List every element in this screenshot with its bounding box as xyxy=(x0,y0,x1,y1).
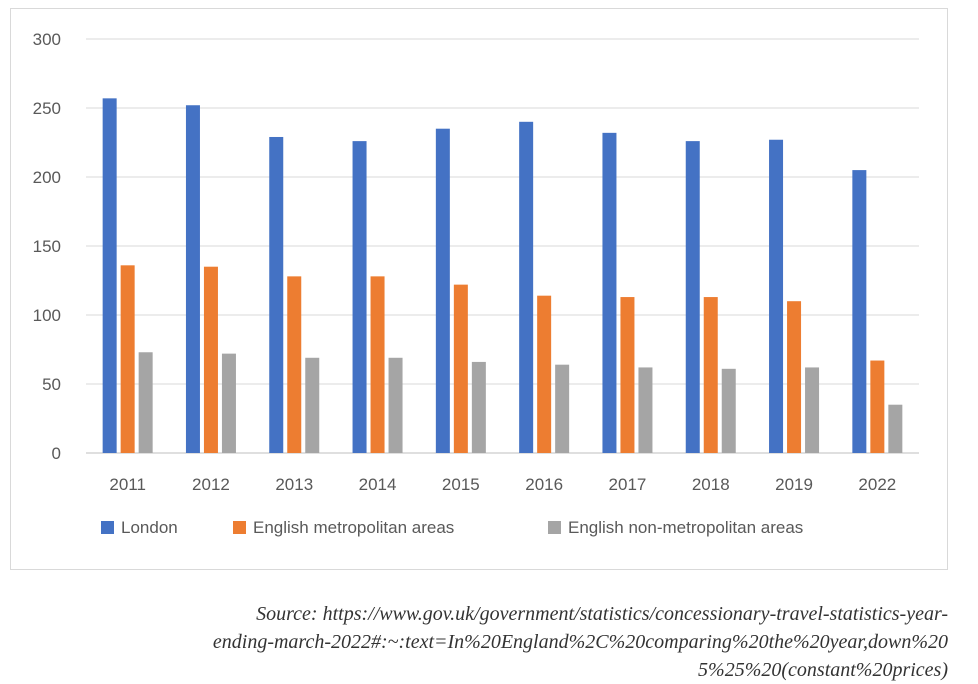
y-tick-label: 0 xyxy=(52,444,61,463)
y-tick-label: 200 xyxy=(33,168,61,187)
y-tick-label: 50 xyxy=(42,375,61,394)
x-tick-label: 2015 xyxy=(442,475,480,494)
source-caption: Source: https://www.gov.uk/government/st… xyxy=(48,600,948,684)
y-axis-ticks: 0 50 100 150 200 250 300 xyxy=(33,30,61,463)
bar-2019-english-non-metropolitan-areas xyxy=(805,367,820,453)
bar-2018-london xyxy=(685,141,700,453)
legend-swatch xyxy=(233,521,246,534)
source-line-1: Source: https://www.gov.uk/government/st… xyxy=(256,603,948,625)
legend-label: English metropolitan areas xyxy=(253,518,454,537)
bar-2015-english-metropolitan-areas xyxy=(453,284,468,453)
bar-2012-london xyxy=(185,105,200,454)
bar-2018-english-non-metropolitan-areas xyxy=(721,368,736,453)
bars xyxy=(102,98,903,454)
bar-2014-english-metropolitan-areas xyxy=(370,276,385,453)
x-tick-label: 2016 xyxy=(525,475,563,494)
bar-2013-english-metropolitan-areas xyxy=(287,276,302,453)
bar-2014-english-non-metropolitan-areas xyxy=(388,357,403,453)
bar-2017-english-metropolitan-areas xyxy=(620,297,635,453)
bar-2022-london xyxy=(852,170,867,453)
x-axis-ticks: 2011 2012 2013 2014 2015 2016 2017 2018 2019 2022 xyxy=(109,475,896,494)
bar-2015-english-non-metropolitan-areas xyxy=(471,361,486,453)
bar-2019-english-metropolitan-areas xyxy=(787,301,802,453)
bar-2016-english-non-metropolitan-areas xyxy=(555,364,570,453)
bar-2014-london xyxy=(352,141,367,453)
bar-2017-london xyxy=(602,132,617,453)
y-tick-label: 250 xyxy=(33,99,61,118)
bar-2015-london xyxy=(435,128,450,453)
legend-swatch xyxy=(548,521,561,534)
bar-2018-english-metropolitan-areas xyxy=(703,297,718,453)
y-tick-label: 300 xyxy=(33,30,61,49)
bar-2012-english-non-metropolitan-areas xyxy=(221,353,236,453)
legend-label: English non-metropolitan areas xyxy=(568,518,803,537)
bar-2011-english-non-metropolitan-areas xyxy=(138,352,153,453)
source-line-2: ending-march-2022#:~:text=In%20England%2… xyxy=(212,631,948,653)
x-tick-label: 2019 xyxy=(775,475,813,494)
bar-2013-london xyxy=(269,136,284,453)
chart-frame: 0 50 100 150 200 250 300 2011 2012 2013 2014 2015 2… xyxy=(10,8,948,570)
bar-2016-london xyxy=(519,121,534,454)
bar-2012-english-metropolitan-areas xyxy=(203,266,218,453)
bar-2011-london xyxy=(102,98,117,453)
legend-label: London xyxy=(121,518,178,537)
bar-2011-english-metropolitan-areas xyxy=(120,265,135,453)
bar-2017-english-non-metropolitan-areas xyxy=(638,367,653,453)
x-tick-label: 2018 xyxy=(692,475,730,494)
source-line-3: 5%25%20(constant%20prices) xyxy=(698,659,948,681)
bar-2016-english-metropolitan-areas xyxy=(537,295,552,453)
bar-2022-english-metropolitan-areas xyxy=(870,360,885,453)
x-tick-label: 2022 xyxy=(858,475,896,494)
y-tick-label: 150 xyxy=(33,237,61,256)
x-tick-label: 2012 xyxy=(192,475,230,494)
legend: London English metropolitan areas English … xyxy=(101,518,803,537)
x-tick-label: 2011 xyxy=(109,475,146,494)
y-tick-label: 100 xyxy=(33,306,61,325)
x-tick-label: 2014 xyxy=(359,475,397,494)
bar-2022-english-non-metropolitan-areas xyxy=(888,404,903,453)
x-tick-label: 2013 xyxy=(275,475,313,494)
bar-2019-london xyxy=(769,139,784,454)
x-tick-label: 2017 xyxy=(609,475,647,494)
legend-swatch xyxy=(101,521,114,534)
bar-2013-english-non-metropolitan-areas xyxy=(305,357,320,453)
